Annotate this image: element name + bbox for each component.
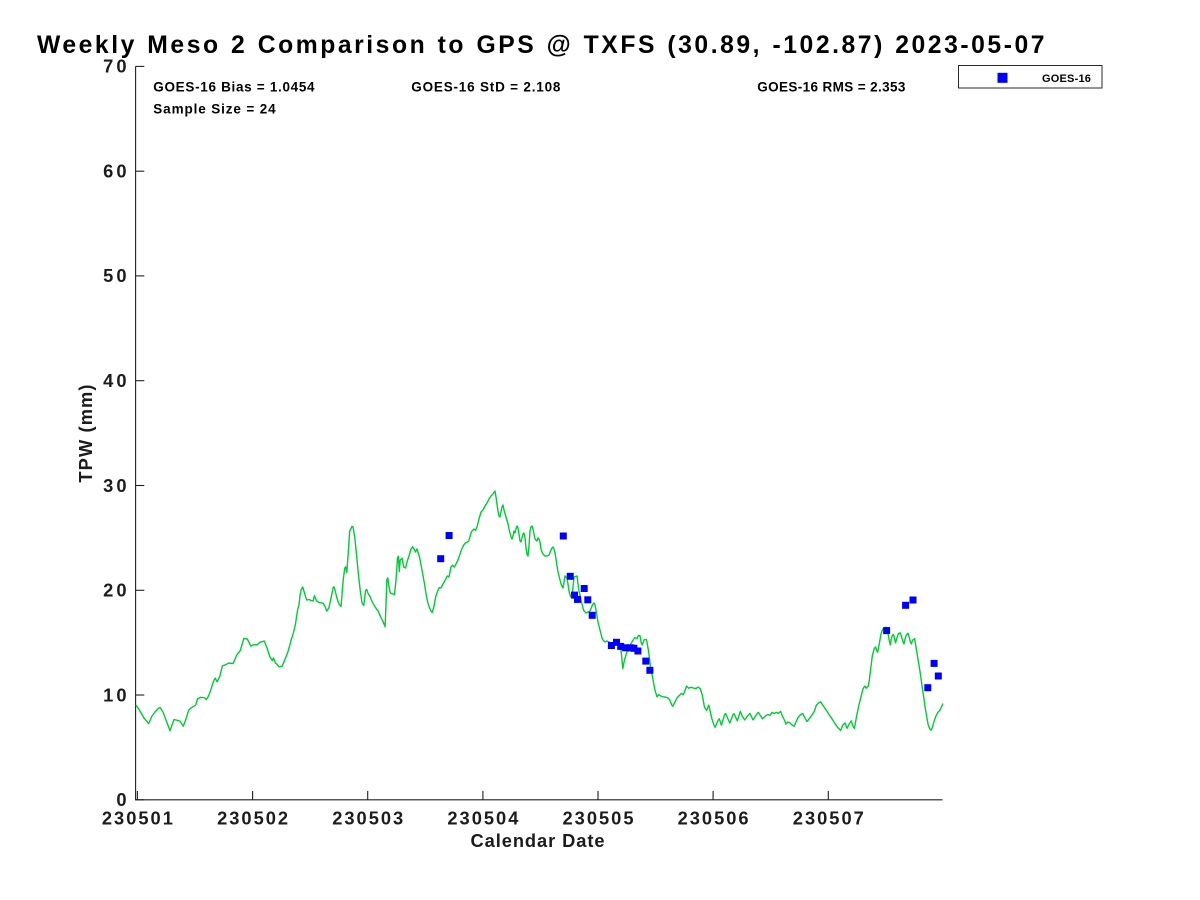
svg-text:GOES-16: GOES-16 bbox=[1042, 73, 1091, 85]
svg-text:TPW (mm): TPW (mm) bbox=[75, 383, 96, 482]
svg-text:Calendar Date: Calendar Date bbox=[471, 830, 606, 851]
svg-text:10: 10 bbox=[103, 684, 129, 705]
svg-text:60: 60 bbox=[103, 161, 129, 182]
svg-text:70: 70 bbox=[103, 56, 129, 77]
svg-text:Sample Size = 24: Sample Size = 24 bbox=[153, 102, 276, 117]
svg-text:230505: 230505 bbox=[562, 808, 635, 829]
svg-text:230507: 230507 bbox=[793, 808, 866, 829]
svg-text:40: 40 bbox=[103, 370, 129, 391]
svg-text:50: 50 bbox=[103, 265, 129, 286]
svg-text:230506: 230506 bbox=[678, 808, 751, 829]
svg-text:GOES-16 Bias = 1.0454: GOES-16 Bias = 1.0454 bbox=[153, 80, 315, 95]
svg-text:230501: 230501 bbox=[102, 808, 175, 829]
svg-text:230503: 230503 bbox=[332, 808, 405, 829]
svg-text:GOES-16 RMS = 2.353: GOES-16 RMS = 2.353 bbox=[757, 80, 906, 95]
svg-text:30: 30 bbox=[103, 475, 129, 496]
svg-text:230502: 230502 bbox=[217, 808, 290, 829]
svg-text:GOES-16 StD = 2.108: GOES-16 StD = 2.108 bbox=[411, 80, 561, 95]
svg-text:Weekly Meso 2 Comparison to GP: Weekly Meso 2 Comparison to GPS @ TXFS (… bbox=[37, 32, 1047, 59]
svg-text:20: 20 bbox=[103, 580, 129, 601]
svg-text:230504: 230504 bbox=[447, 808, 520, 829]
svg-text:0: 0 bbox=[116, 789, 129, 810]
